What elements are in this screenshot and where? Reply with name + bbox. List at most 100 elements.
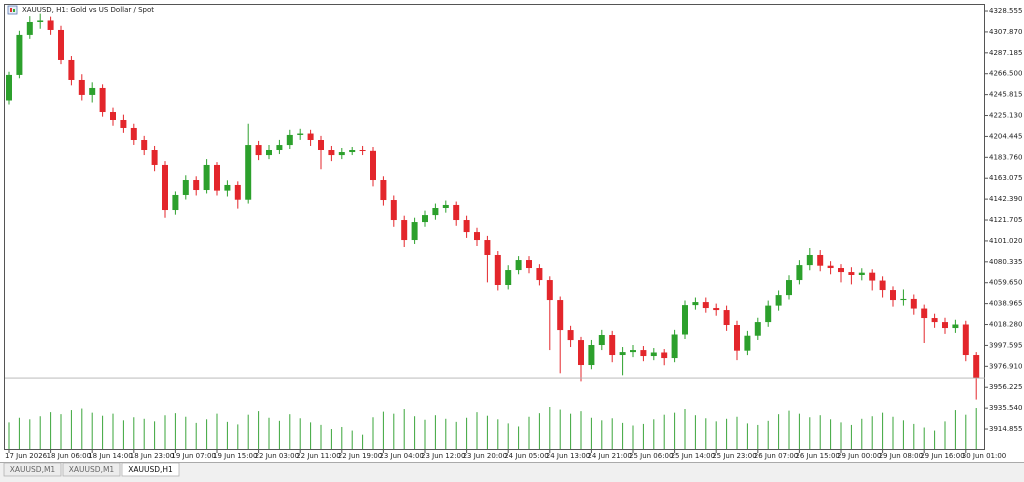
tab-label[interactable]: XAUUSD,M1: [69, 465, 115, 474]
candle-body: [328, 150, 335, 156]
candle-body: [546, 280, 553, 301]
candle-body: [869, 272, 876, 281]
candle-body: [453, 204, 460, 221]
candle-body: [671, 334, 678, 359]
candle-body: [349, 150, 356, 153]
y-tick-label: 4183.760: [989, 153, 1022, 161]
candle-body: [162, 164, 168, 211]
candle-body: [182, 180, 189, 195]
candle-body: [110, 112, 116, 120]
y-tick-label: 4038.965: [989, 300, 1022, 308]
candle-body: [702, 302, 709, 309]
x-tick-label: 23 Jun 20:00: [463, 452, 507, 460]
candle-body: [401, 220, 408, 241]
candle-body: [942, 322, 948, 329]
candle-body: [276, 145, 283, 151]
candle-body: [120, 119, 127, 128]
y-tick-label: 4080.335: [989, 258, 1022, 266]
candle-body: [682, 305, 688, 335]
candle-body: [307, 133, 314, 141]
candle-body: [78, 79, 85, 95]
candle-body: [484, 240, 491, 255]
y-tick-label: 4204.445: [989, 132, 1022, 140]
candle-body: [723, 310, 730, 326]
candle-body: [692, 302, 699, 306]
candle-body: [952, 324, 959, 329]
x-tick-label: 22 Jun 19:00: [338, 452, 382, 460]
candle-body: [47, 20, 54, 30]
tab[interactable]: [3, 462, 62, 477]
candle-body: [494, 254, 501, 285]
candle-body: [796, 265, 803, 281]
candle-body: [775, 295, 782, 306]
candle-body: [526, 260, 532, 269]
candle-body: [973, 355, 980, 379]
candle-body: [68, 59, 75, 80]
x-tick-label: 25 Jun 14:00: [671, 452, 715, 460]
candle-body: [630, 350, 636, 353]
candle-body: [765, 305, 772, 323]
tab[interactable]: [121, 462, 180, 477]
candle-body: [817, 254, 824, 266]
y-tick-label: 4121.705: [989, 216, 1022, 224]
candle-body: [910, 298, 917, 309]
candle-body: [58, 29, 64, 60]
y-tick-label: 3976.910: [989, 362, 1022, 370]
x-tick-label: 23 Jun 12:00: [421, 452, 465, 460]
candle-body: [598, 335, 605, 346]
x-tick-label: 18 Jun 06:00: [47, 452, 91, 460]
candle-body: [286, 134, 293, 146]
candle-body: [619, 352, 626, 356]
x-tick-label: 23 Jun 04:00: [379, 452, 423, 460]
y-tick-label: 4328.555: [989, 7, 1022, 15]
x-tick-label: 17 Jun 2026: [5, 452, 48, 460]
x-tick-label: 24 Jun 21:00: [587, 452, 631, 460]
candle-body: [89, 87, 96, 95]
tab[interactable]: [62, 462, 121, 477]
candle-body: [6, 74, 12, 101]
candle-body: [515, 260, 522, 271]
tab-label[interactable]: XAUUSD,M1: [10, 465, 56, 474]
x-tick-label: 25 Jun 23:00: [712, 452, 756, 460]
candle-body: [442, 204, 449, 209]
candle-body: [318, 140, 324, 151]
candle-body: [734, 325, 740, 351]
candle-body: [338, 152, 345, 156]
x-tick-label: 29 Jun 00:00: [837, 452, 881, 460]
y-tick-label: 4142.390: [989, 195, 1022, 203]
candle-body: [432, 208, 439, 216]
x-tick-label: 25 Jun 06:00: [629, 452, 673, 460]
candle-body: [609, 335, 616, 356]
y-tick-label: 3914.855: [989, 425, 1022, 433]
x-tick-label: 22 Jun 03:00: [255, 452, 299, 460]
candle-body: [26, 21, 33, 35]
x-tick-label: 19 Jun 15:00: [213, 452, 257, 460]
x-tick-label: 29 Jun 08:00: [879, 452, 923, 460]
candle-body: [650, 352, 657, 357]
candle-body: [224, 184, 231, 191]
candle-body: [297, 133, 304, 135]
candle-body: [578, 340, 584, 366]
candle-body: [848, 272, 855, 275]
candle-body: [661, 352, 668, 359]
tab-label[interactable]: XAUUSD,H1: [128, 465, 173, 474]
candle-body: [806, 254, 813, 266]
candle-body: [921, 308, 928, 319]
candle-body: [588, 345, 595, 366]
x-tick-label: 24 Jun 13:00: [546, 452, 590, 460]
x-tick-label: 19 Jun 07:00: [171, 452, 215, 460]
y-tick-label: 3997.595: [989, 341, 1022, 349]
candle-body: [193, 180, 200, 191]
candle-body: [359, 150, 366, 152]
y-tick-label: 4018.280: [989, 321, 1022, 329]
candle-body: [234, 184, 241, 200]
candle-body: [130, 127, 137, 141]
candle-body: [380, 180, 387, 201]
y-tick-label: 4101.020: [989, 237, 1022, 245]
candle-body: [151, 150, 158, 165]
candle-body: [567, 330, 574, 341]
candle-body: [16, 34, 23, 75]
candle-body: [838, 268, 844, 273]
x-tick-label: 18 Jun 14:00: [88, 452, 132, 460]
